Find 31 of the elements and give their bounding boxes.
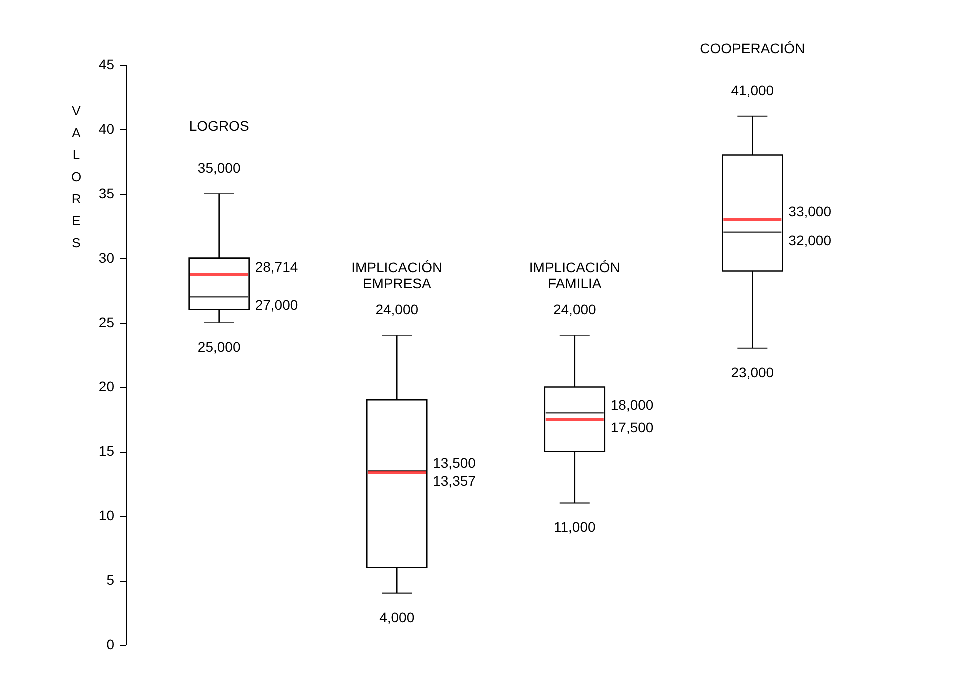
y-tick-label: 40 — [98, 120, 115, 137]
annotation: 27,000 — [255, 297, 298, 313]
x-tick-label: IMPLICACIÓN EMPRESA — [352, 260, 443, 292]
x-tick-label: COOPERACIÓN — [700, 40, 806, 57]
y-tick-label: 10 — [98, 508, 115, 524]
annotation: 4,000 — [380, 609, 415, 626]
y-tick-label: 20 — [98, 378, 115, 395]
annotation: 41,000 — [731, 82, 774, 99]
y-tick-label: 35 — [98, 185, 115, 202]
y-tick-label: 5 — [106, 572, 115, 588]
y-tick-label: 15 — [98, 443, 115, 460]
annotation: 13,500 — [433, 455, 476, 471]
annotation: 17,500 — [610, 419, 654, 436]
y-tick-label: 0 — [106, 636, 115, 652]
annotation: 24,000 — [553, 302, 597, 318]
annotation: 18,000 — [610, 397, 654, 413]
annotation: 35,000 — [198, 160, 241, 176]
annotation: 32,000 — [788, 232, 832, 249]
y-tick-label: 25 — [98, 314, 115, 330]
x-tick-label: IMPLICACIÓN FAMILIA — [529, 260, 620, 292]
annotation: 33,000 — [788, 204, 832, 220]
annotation: 23,000 — [731, 364, 774, 381]
annotation: 11,000 — [554, 519, 596, 536]
annotation: 25,000 — [198, 338, 241, 355]
y-tick-label: 45 — [98, 56, 115, 72]
annotation: 24,000 — [376, 302, 419, 318]
annotation: 13,357 — [433, 472, 476, 489]
y-tick-label: 30 — [98, 250, 115, 266]
y-axis-title: VALORES — [71, 104, 82, 250]
x-tick-label: LOGROS — [189, 118, 250, 134]
annotation: 28,714 — [255, 258, 298, 275]
